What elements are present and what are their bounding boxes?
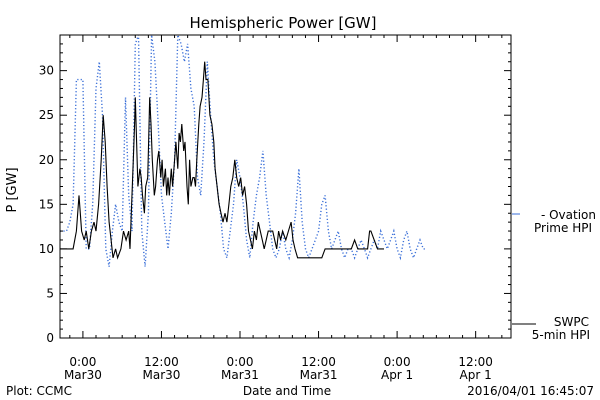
- x-tick-label-time: 0:00: [384, 355, 411, 369]
- series-line-swpc: [60, 61, 384, 260]
- legend-ovation-label-line2: Prime HPI: [534, 221, 592, 235]
- y-tick-label: 15: [39, 197, 54, 211]
- x-tick-label-time: 12:00: [144, 355, 179, 369]
- legend-swpc-label-line2: 5-min HPI: [532, 328, 590, 342]
- legend-ovation-label-line1: - Ovation: [541, 208, 596, 222]
- chart-title: Hemispheric Power [GW]: [190, 14, 377, 32]
- x-tick-label-time: 0:00: [69, 355, 96, 369]
- x-tick-label-time: 12:00: [301, 355, 336, 369]
- x-tick-label-date: Apr 1: [381, 368, 413, 382]
- plot-layer: 0510152025300:00Mar3012:00Mar300:00Mar31…: [39, 34, 596, 382]
- x-tick-label-date: Apr 1: [460, 368, 492, 382]
- footer-plot-source: Plot: CCMC: [6, 384, 72, 398]
- y-axis-label: P [GW]: [5, 167, 20, 212]
- x-tick-label-time: 12:00: [458, 355, 493, 369]
- footer-timestamp: 2016/04/01 16:45:07: [467, 384, 594, 398]
- x-axis-label: Date and Time: [243, 384, 331, 398]
- legend-swpc-label-line1: SWPC: [554, 315, 589, 329]
- y-tick-label: 30: [39, 64, 54, 78]
- x-tick-label-time: 0:00: [227, 355, 254, 369]
- x-tick-label-date: Mar30: [64, 368, 102, 382]
- y-tick-label: 20: [39, 153, 54, 167]
- plot-frame: [59, 34, 512, 339]
- y-tick-label: 10: [39, 242, 54, 256]
- x-tick-label-date: Mar31: [221, 368, 259, 382]
- x-tick-label-date: Mar31: [300, 368, 338, 382]
- y-tick-label: 5: [46, 286, 54, 300]
- x-tick-label-date: Mar30: [142, 368, 180, 382]
- y-tick-label: 0: [46, 331, 54, 345]
- y-tick-label: 25: [39, 108, 54, 122]
